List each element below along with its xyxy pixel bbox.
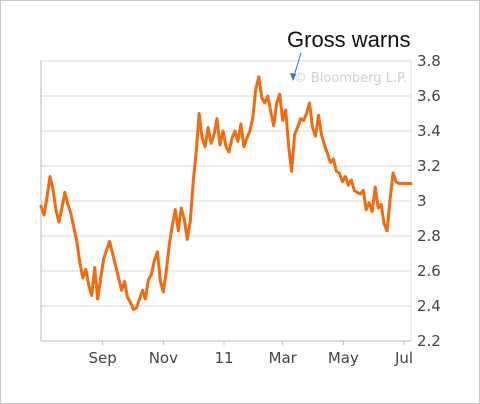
x-tick-label: May	[328, 349, 359, 367]
x-tick-label: Mar	[269, 349, 298, 367]
y-tick-label: 2.8	[417, 227, 441, 245]
x-axis: Sep Nov 11 Mar May Jul	[89, 341, 413, 367]
series-group	[39, 75, 413, 311]
y-axis: 2.2 2.4 2.6 2.8 3 3.2 3.4 3.6 3.8	[417, 52, 441, 350]
x-tick-label: Sep	[89, 349, 117, 367]
y-tick-label: 2.6	[417, 262, 441, 280]
watermark: © Bloomberg L.P.	[294, 71, 407, 86]
x-tick-label: Nov	[149, 349, 178, 367]
x-tick-label: 11	[214, 349, 233, 367]
series-line	[39, 75, 413, 311]
y-tick-label: 3.2	[417, 157, 441, 175]
annotation-text: Gross warns	[287, 27, 410, 52]
annotation-arrowhead	[290, 73, 296, 81]
y-tick-label: 3.4	[417, 122, 441, 140]
y-tick-label: 3.6	[417, 87, 441, 105]
y-tick-label: 2.4	[417, 297, 441, 315]
x-tick-label: Jul	[394, 349, 413, 367]
y-tick-label: 3	[417, 192, 427, 210]
annotation: Gross warns	[287, 27, 410, 81]
y-tick-label: 2.2	[417, 332, 441, 350]
y-tick-label: 3.8	[417, 52, 441, 70]
